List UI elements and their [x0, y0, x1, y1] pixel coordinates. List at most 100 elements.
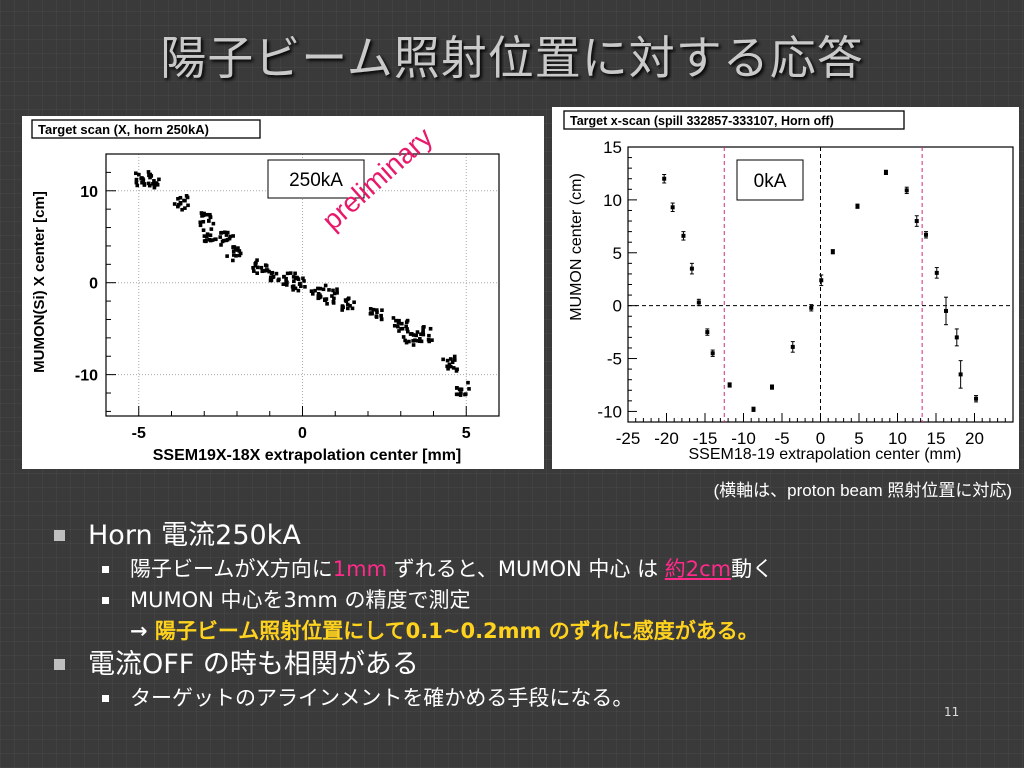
left-data-point — [396, 324, 400, 329]
left-data-point — [400, 326, 405, 331]
left-data-point — [205, 232, 210, 236]
left-data-point — [178, 201, 183, 206]
bullet-text: ターゲットのアラインメントを確かめる手段になる。 — [130, 686, 634, 710]
right-stat-title: Target x-scan (spill 332857-333107, Horn… — [570, 114, 834, 128]
left-data-point — [323, 298, 328, 302]
left-data-point — [288, 271, 293, 275]
left-data-point — [454, 386, 459, 390]
left-data-point — [411, 333, 416, 337]
left-data-point — [447, 362, 452, 367]
left-data-point — [291, 275, 296, 279]
left-data-point — [318, 295, 323, 299]
left-stat-title-box — [31, 119, 261, 139]
left-data-point — [450, 360, 455, 365]
left-data-point — [225, 230, 230, 235]
left-label-box — [267, 159, 365, 199]
sensitivity-text: 陽子ビーム照射位置にして0.1~0.2mm のずれに感度がある。 — [154, 619, 759, 643]
left-data-point — [323, 283, 328, 288]
right-data-point — [727, 382, 732, 387]
left-data-point — [204, 239, 208, 244]
left-data-point — [330, 294, 334, 298]
left-data-point — [331, 288, 335, 293]
left-data-point — [426, 337, 431, 342]
left-data-point — [448, 364, 453, 369]
left-data-point — [186, 203, 190, 208]
left-data-point — [296, 288, 301, 293]
left-data-point — [404, 340, 409, 345]
left-data-point — [267, 269, 271, 274]
left-x-tick-label: 0 — [298, 425, 307, 442]
left-data-point — [452, 354, 457, 359]
left-data-point — [459, 387, 464, 392]
left-data-point — [445, 364, 449, 369]
left-data-point — [135, 183, 140, 188]
left-data-point — [284, 276, 288, 281]
bullet-horn-current: Horn 電流250kA — [48, 518, 1008, 554]
left-data-point — [207, 218, 211, 223]
left-data-point — [392, 323, 397, 328]
bullet-text: ずれると、MUMON 中心 は — [387, 557, 665, 581]
left-data-point — [413, 338, 417, 342]
right-data-point — [809, 305, 814, 310]
left-data-point — [352, 300, 356, 305]
left-data-point — [335, 287, 339, 292]
right-chart-panel: -25 -20 -15 -10 -5 0 5 10 15 20 -10 -5 0 5 10 15 Target… — [552, 107, 1019, 469]
left-x-tick-label: -5 — [132, 425, 146, 442]
left-data-point — [455, 367, 459, 372]
left-data-point — [176, 203, 181, 207]
left-data-point — [208, 233, 213, 238]
left-data-point — [260, 269, 265, 273]
left-data-point — [403, 338, 407, 343]
right-x-tick-label: -15 — [693, 429, 718, 448]
left-data-point — [225, 254, 229, 258]
page-number: 11 — [944, 705, 960, 719]
right-data-point — [944, 308, 949, 313]
left-data-point — [345, 302, 350, 307]
left-data-point — [451, 366, 456, 370]
right-data-point — [954, 335, 959, 340]
left-data-point — [380, 308, 384, 312]
left-data-point — [253, 263, 258, 268]
left-data-point — [281, 282, 286, 287]
right-y-tick-label: 5 — [613, 244, 622, 263]
right-label-box — [736, 159, 804, 201]
left-data-point — [335, 290, 339, 295]
left-data-point — [255, 271, 259, 275]
right-data-point — [696, 300, 701, 305]
left-data-point — [316, 286, 320, 291]
left-data-point — [466, 380, 470, 385]
left-data-point — [458, 393, 463, 397]
left-data-point — [183, 206, 187, 210]
left-data-point — [291, 288, 295, 292]
right-x-tick-label: 20 — [965, 429, 984, 448]
left-data-point — [374, 314, 379, 319]
right-y-axis-label: MUMON center (cm) — [568, 173, 585, 321]
left-data-point — [134, 177, 139, 182]
left-data-point — [467, 387, 471, 391]
left-data-point — [176, 197, 180, 201]
left-data-point — [374, 308, 379, 312]
left-data-point — [404, 320, 409, 324]
left-data-point — [418, 337, 422, 341]
right-x-tick-label: 5 — [854, 429, 863, 448]
left-data-point — [141, 177, 145, 181]
left-data-point — [236, 246, 240, 250]
bullet-text: 動く — [731, 557, 774, 581]
right-data-point — [670, 205, 675, 210]
left-data-point — [292, 279, 296, 284]
right-data-point — [958, 372, 963, 377]
left-data-point — [211, 221, 216, 226]
left-data-point — [379, 317, 384, 321]
left-data-point — [134, 180, 139, 185]
left-data-point — [421, 329, 425, 333]
left-data-point — [152, 183, 157, 188]
left-x-tick-label: 5 — [462, 425, 471, 442]
left-data-point — [224, 233, 229, 237]
left-x-axis-label: SSEM19X-18X extrapolation center [mm] — [153, 447, 462, 464]
left-data-point — [397, 318, 401, 323]
left-data-point — [411, 343, 416, 347]
highlight-1mm: 1mm — [332, 557, 388, 581]
left-data-point — [152, 185, 157, 190]
left-data-point — [414, 333, 419, 338]
left-data-point — [332, 296, 336, 301]
